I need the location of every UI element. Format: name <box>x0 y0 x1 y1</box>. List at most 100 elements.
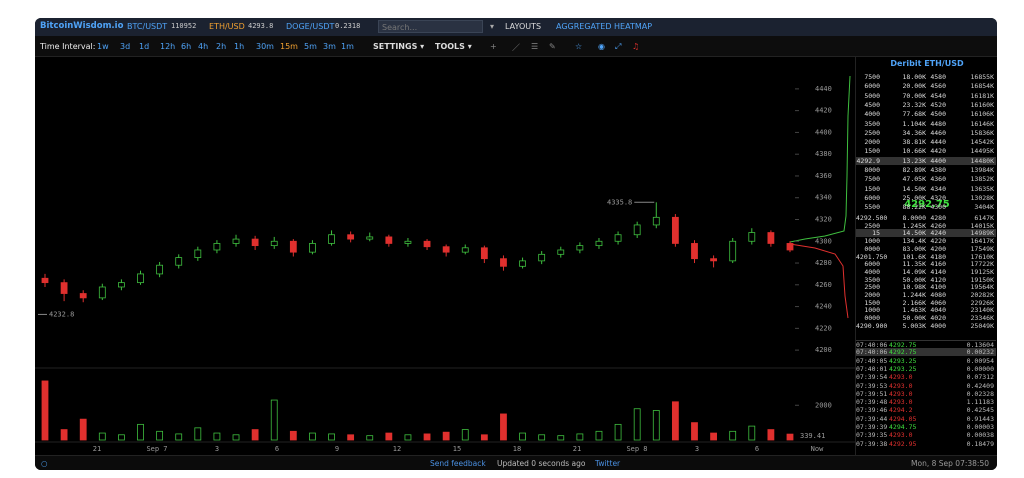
trade-size: 0.00232 <box>966 348 994 357</box>
line-tool[interactable]: ／ <box>512 43 520 52</box>
cell: 88.22K <box>902 203 926 212</box>
cell: 4460 <box>930 128 946 137</box>
trade-price: 4293.25 <box>889 364 917 373</box>
candle-body <box>137 273 144 284</box>
ask-row: 7500 47.05K 4360 13852K <box>856 175 996 183</box>
cell: 17549K <box>970 244 994 253</box>
interval-button[interactable]: 5m <box>304 42 317 51</box>
trade-size: 1.11183 <box>966 398 994 407</box>
interval-button[interactable]: 3m <box>323 42 336 51</box>
interval-button[interactable]: 6h <box>181 42 192 51</box>
ticker-pair[interactable]: DOGE/USDT <box>286 22 335 31</box>
cell: 2500 <box>864 128 880 137</box>
tools-menu[interactable]: TOOLS <box>435 42 472 51</box>
favorite-button[interactable]: ☆ <box>575 42 583 51</box>
cell: 4040 <box>930 306 946 315</box>
fullscreen-button[interactable]: ⤢ <box>615 42 622 51</box>
trade-size: 0.02328 <box>966 389 994 398</box>
trade-row: 07:39:44 4294.05 0.91443 <box>856 415 996 423</box>
volume-bar <box>289 430 297 441</box>
volume-bar <box>576 433 584 441</box>
search-input[interactable]: Search... <box>378 20 483 33</box>
cell: 4100 <box>930 283 946 292</box>
candle-body <box>385 236 393 244</box>
cell: 4560 <box>930 82 946 91</box>
cell: 4340 <box>930 184 946 193</box>
interval-button[interactable]: 12h <box>160 42 176 51</box>
candle-body <box>500 258 507 267</box>
app-window: BitcoinWisdom.io BTC/USDT 110952 ETH/USD… <box>35 18 997 470</box>
cell: 4500 <box>930 110 946 119</box>
cell: 4200 <box>930 244 946 253</box>
ask-row: 8000 82.89K 4380 13984K <box>856 166 996 174</box>
candle-body <box>194 249 202 258</box>
alert-button[interactable]: ♫ <box>632 42 640 51</box>
crosshair-tool[interactable]: + <box>490 42 497 51</box>
cell: 82.89K <box>902 166 926 174</box>
cell: 38.81K <box>902 138 926 147</box>
ticker-pair[interactable]: ETH/USD <box>209 22 245 31</box>
bid-row: 15 14.50K 4240 14989K <box>856 229 996 238</box>
interval-button[interactable]: 2h <box>216 42 227 51</box>
feedback-link[interactable]: Send feedback <box>430 459 486 468</box>
settings-menu[interactable]: SETTINGS <box>373 42 424 51</box>
trade-price: 4294.05 <box>889 414 917 423</box>
volume-bar <box>385 432 393 441</box>
interval-button[interactable]: 1d <box>139 42 150 51</box>
candle-body <box>595 240 603 247</box>
y-tick-label: 4400 <box>815 128 832 136</box>
cell: 4360 <box>930 175 946 184</box>
candle-body <box>366 236 374 240</box>
x-tick-label: Now <box>811 445 824 453</box>
trade-price: 4293.0 <box>889 389 913 398</box>
interval-button[interactable]: 1m <box>341 42 354 51</box>
trade-time: 07:39:38 <box>856 439 888 448</box>
y-tick-label: 4300 <box>815 237 832 245</box>
trade-size: 0.42545 <box>966 406 994 415</box>
cell: 13028K <box>970 193 994 202</box>
ticker-price: 110952 <box>171 22 197 30</box>
cell: 0000 <box>864 244 880 253</box>
ticker-pair[interactable]: BTC/USDT <box>127 22 168 31</box>
candle-body <box>98 286 106 299</box>
camera-button[interactable]: ◉ <box>598 42 605 51</box>
update-status: Updated 0 seconds ago <box>497 459 586 468</box>
candle-body <box>118 282 125 288</box>
volume-bar <box>519 432 526 441</box>
status-icon[interactable]: ○ <box>41 459 48 468</box>
cell: 2000 <box>864 138 880 147</box>
cell: 4400 <box>930 156 946 165</box>
cell: 14.50K <box>902 229 926 238</box>
candle-body <box>347 234 355 240</box>
y-tick-label: 4380 <box>815 150 832 158</box>
book-title: Deribit ETH/USD <box>890 59 964 68</box>
cell: 4201.750 <box>856 252 888 261</box>
menu-item[interactable]: LAYOUTS <box>505 22 542 31</box>
y-tick-label: 4240 <box>815 303 832 311</box>
pen-tool[interactable]: ✎ <box>549 42 556 51</box>
interval-button[interactable]: 30m <box>256 42 274 51</box>
dropdown-arrow[interactable]: ▾ <box>490 22 495 31</box>
cell: 8.0000 <box>902 214 926 222</box>
trade-price: 4293.0 <box>889 381 913 390</box>
fib-tool[interactable]: ☰ <box>531 42 539 51</box>
logo[interactable]: BitcoinWisdom.io <box>40 21 124 31</box>
menu-item[interactable]: AGGREGATED HEATMAP <box>556 22 653 31</box>
cell: 4220 <box>930 237 946 246</box>
interval-button[interactable]: 4h <box>198 42 209 51</box>
x-tick-label: 21 <box>573 445 581 453</box>
cell: 1000 <box>864 306 880 315</box>
trade-row: 07:39:35 4293.0 0.00038 <box>856 431 996 439</box>
interval-button[interactable]: 15m <box>280 42 298 51</box>
cell: 3404K <box>974 203 994 212</box>
cell: 16146K <box>970 119 994 128</box>
interval-button[interactable]: 3d <box>120 42 131 51</box>
x-tick-label: 3 <box>215 445 219 453</box>
volume-bar <box>633 408 641 441</box>
cell: 47.05K <box>902 175 926 184</box>
cell: 13852K <box>970 175 994 184</box>
twitter-link[interactable]: Twitter <box>595 459 621 468</box>
cell: 8000 <box>864 166 880 174</box>
interval-button[interactable]: 1h <box>234 42 245 51</box>
interval-button[interactable]: 1w <box>97 42 109 51</box>
